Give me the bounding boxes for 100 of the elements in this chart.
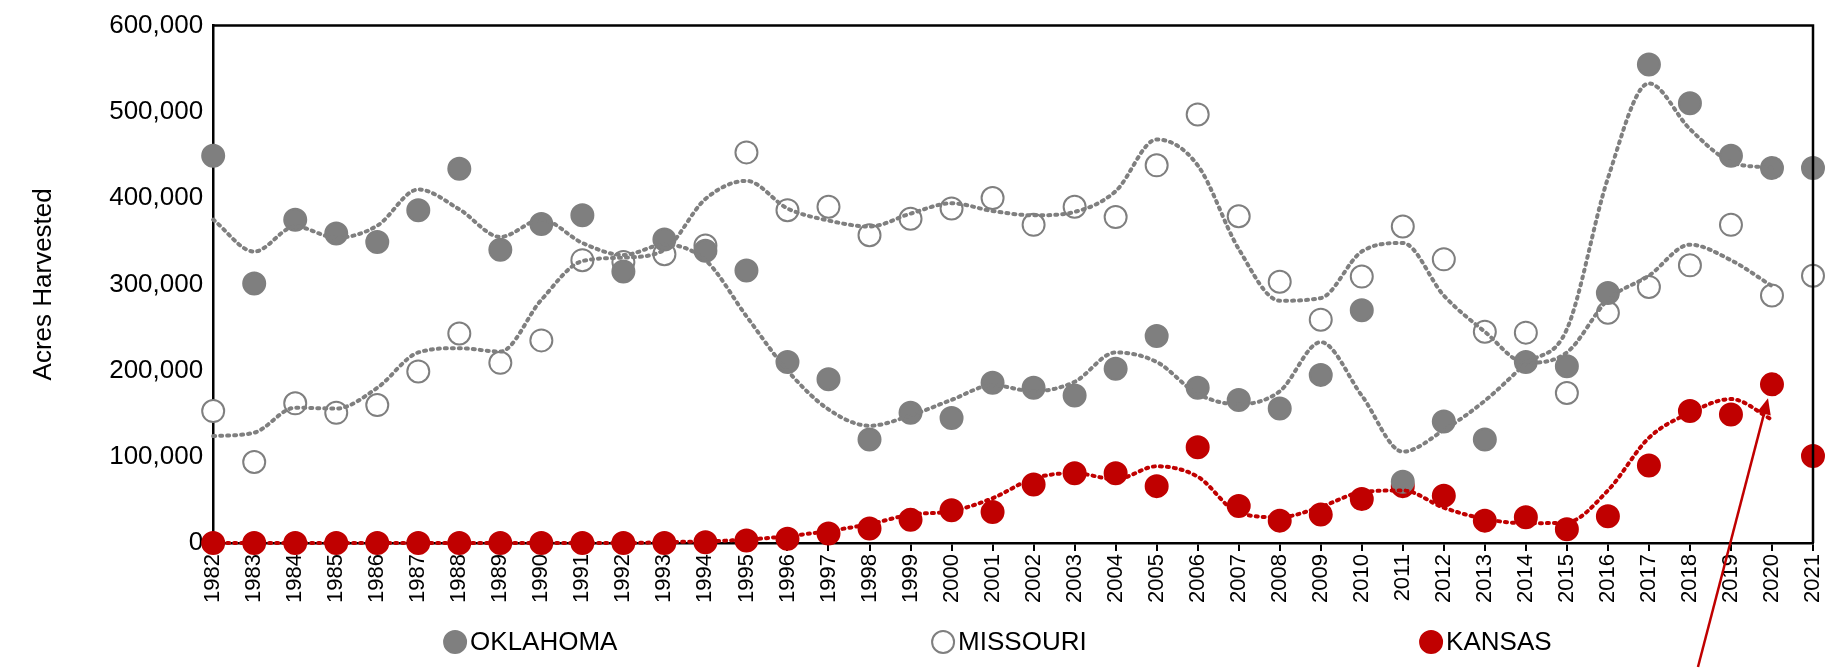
x-tick-label: 1995 — [732, 554, 758, 604]
point — [1636, 52, 1661, 77]
point — [283, 207, 308, 232]
point — [980, 500, 1005, 525]
x-tick-label: 2010 — [1347, 554, 1373, 604]
x-tick-label: 2018 — [1676, 554, 1701, 604]
point — [1267, 396, 1292, 421]
x-tick-label: 1984 — [281, 554, 307, 604]
point — [1144, 153, 1169, 178]
x-tick-label: 2009 — [1306, 554, 1332, 604]
point — [980, 186, 1005, 211]
x-tick-label: 1986 — [363, 554, 389, 604]
point — [488, 350, 513, 375]
x-tick-label: 2017 — [1634, 554, 1660, 604]
point — [1144, 474, 1169, 499]
point — [1513, 320, 1538, 345]
point — [488, 237, 513, 262]
point — [365, 230, 390, 255]
x-tick-label: 2003 — [1060, 554, 1086, 604]
point — [447, 321, 472, 346]
point — [1677, 253, 1702, 278]
point — [1308, 307, 1333, 332]
x-tick-label: 1993 — [650, 554, 676, 604]
x-tick-label: 2005 — [1142, 554, 1168, 604]
x-tick-label: 1996 — [773, 554, 799, 604]
x-tick-label: 2007 — [1224, 554, 1250, 604]
point — [1185, 435, 1210, 460]
x-tick-label: 1989 — [486, 554, 512, 604]
point — [1021, 212, 1046, 237]
x-tick-label: 1982 — [199, 554, 225, 604]
x-tick-label: 1992 — [609, 554, 635, 604]
point — [611, 259, 636, 284]
x-tick-label: 1999 — [896, 554, 922, 604]
y-tick-label: 0 — [188, 526, 204, 557]
x-tick-label: 1997 — [814, 554, 840, 604]
x-tick-label: 1983 — [240, 554, 266, 604]
point — [201, 531, 226, 556]
point — [1431, 247, 1456, 272]
x-tick-label: 2012 — [1429, 554, 1455, 604]
x-tick-label: 2016 — [1593, 554, 1619, 604]
point — [242, 271, 267, 296]
point — [1677, 91, 1702, 116]
point — [1226, 204, 1251, 229]
point — [447, 156, 472, 181]
point — [857, 223, 882, 248]
point — [1718, 212, 1743, 237]
legend-label: KANSAS — [1446, 626, 1552, 657]
point — [201, 143, 226, 168]
point — [242, 449, 267, 474]
point — [1759, 283, 1784, 308]
point — [1595, 504, 1620, 529]
point — [1801, 155, 1825, 180]
y-tick-label: 100,000 — [109, 439, 204, 470]
y-tick-label: 300,000 — [109, 267, 204, 298]
point — [406, 198, 431, 223]
point — [406, 359, 431, 384]
point — [1759, 372, 1784, 397]
point — [1554, 354, 1579, 379]
point — [1390, 214, 1415, 239]
y-tick-label: 200,000 — [109, 353, 204, 384]
y-axis-title: Acres Harvested — [26, 188, 57, 381]
x-tick-label: 1994 — [691, 554, 717, 604]
x-tick-label: 1985 — [322, 554, 348, 604]
point — [1349, 298, 1374, 323]
point — [816, 194, 841, 219]
x-tick-label: 2001 — [978, 554, 1004, 604]
point — [1636, 453, 1661, 478]
point — [1759, 155, 1784, 180]
point — [570, 203, 595, 228]
x-tick-label: 2002 — [1019, 554, 1045, 604]
point — [1267, 269, 1292, 294]
x-tick-label: 1987 — [404, 554, 430, 604]
legend-label: MISSOURI — [958, 626, 1087, 657]
point — [1636, 274, 1661, 299]
x-tick-label: 2014 — [1511, 554, 1537, 604]
y-tick-label: 400,000 — [109, 181, 204, 212]
point — [1472, 427, 1497, 452]
point — [1308, 362, 1333, 387]
point — [1185, 102, 1210, 127]
y-tick-label: 600,000 — [109, 8, 204, 39]
point — [1103, 356, 1128, 381]
point — [1349, 264, 1374, 289]
x-tick-label: 2013 — [1470, 554, 1496, 604]
point — [201, 399, 226, 424]
point — [1062, 383, 1087, 408]
point — [365, 393, 390, 418]
legend-label: OKLAHOMA — [470, 626, 619, 657]
x-tick-label: 2015 — [1552, 554, 1578, 604]
x-tick-label: 2021 — [1799, 554, 1825, 604]
x-tick-label: 2004 — [1101, 554, 1127, 604]
x-tick-label: 1991 — [568, 554, 594, 604]
point — [734, 258, 759, 283]
point — [816, 367, 841, 392]
point — [1390, 469, 1415, 494]
point — [1718, 402, 1743, 427]
point — [529, 328, 554, 353]
point — [1144, 324, 1169, 349]
point — [1801, 263, 1825, 288]
point — [857, 427, 882, 452]
point — [734, 140, 759, 165]
